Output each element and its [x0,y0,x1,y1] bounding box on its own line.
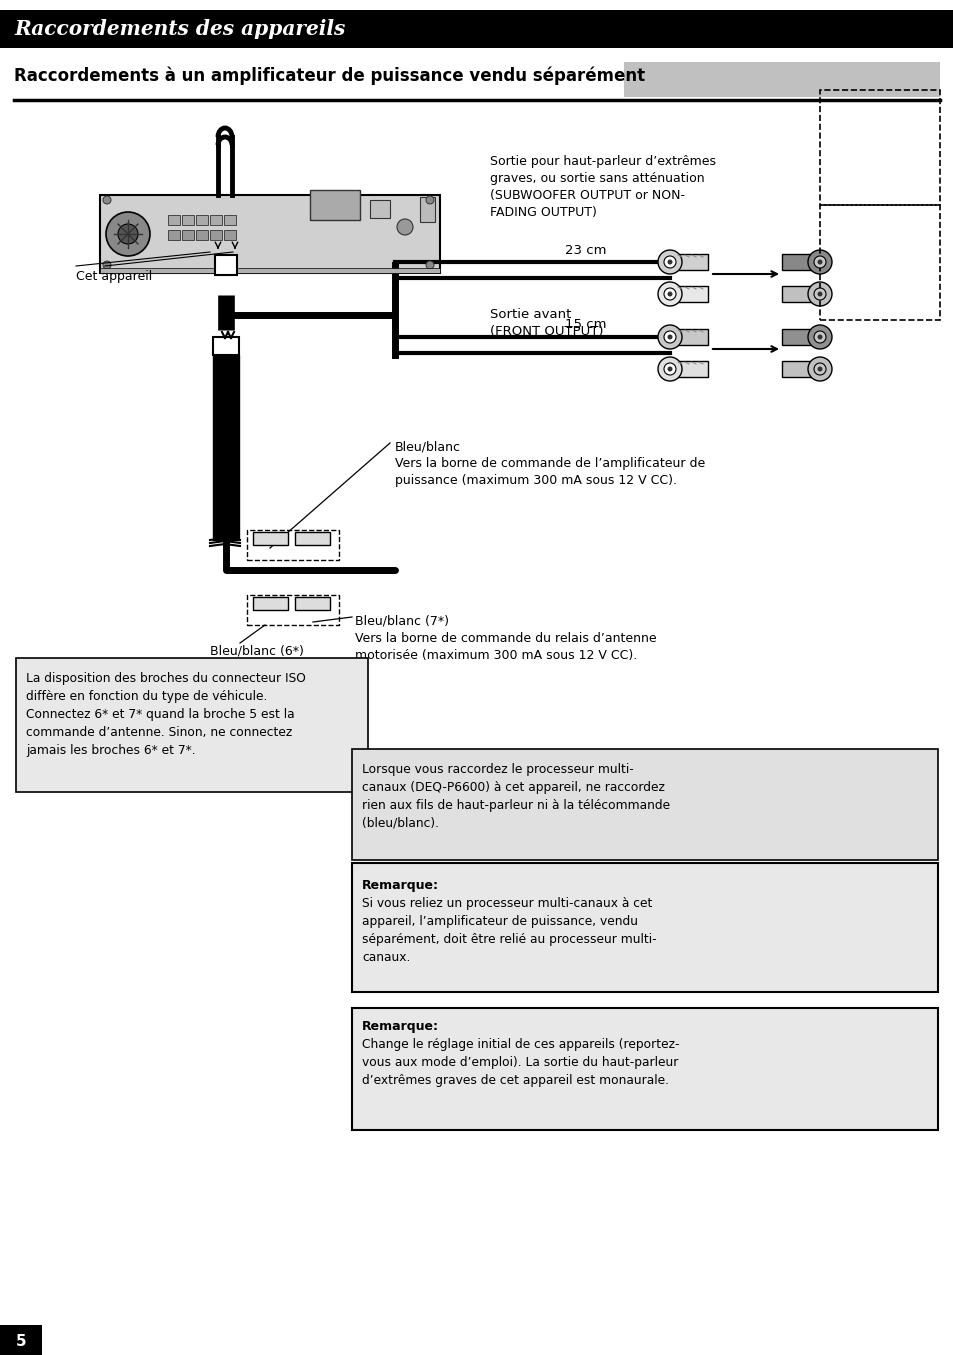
Circle shape [658,356,681,381]
Circle shape [817,260,821,264]
Bar [294,533,330,545]
Text: Cet appareil: Cet appareil [76,270,152,283]
Bar [820,89,939,205]
Text: Sortie avant
(FRONT OUTPUT): Sortie avant (FRONT OUTPUT) [490,308,603,337]
Text: 5: 5 [15,1333,27,1348]
Text: 15 cm: 15 cm [564,318,606,332]
Circle shape [663,289,676,299]
Circle shape [813,256,825,268]
Circle shape [103,262,111,270]
Bar [253,533,288,545]
Bar [195,230,208,240]
Bar [210,215,222,225]
Circle shape [103,196,111,205]
Bar [247,530,338,560]
Bar [247,595,338,625]
FancyBboxPatch shape [352,1008,937,1130]
Circle shape [817,291,821,297]
Bar [781,360,820,377]
Text: La disposition des broches du connecteur ISO
diffère en fonction du type de véhi: La disposition des broches du connecteur… [26,672,306,757]
Text: Bleu/blanc (7*)
Vers la borne de commande du relais d’antenne
motorisée (maximum: Bleu/blanc (7*) Vers la borne de command… [355,615,656,663]
Circle shape [807,356,831,381]
Circle shape [426,262,434,270]
Circle shape [658,251,681,274]
Bar [253,598,288,610]
Circle shape [667,335,672,340]
Bar [214,255,236,275]
Bar [294,598,330,610]
Circle shape [813,331,825,343]
Bar [168,215,180,225]
Text: Bleu/blanc
Vers la borne de commande de l’amplificateur de
puissance (maximum 30: Bleu/blanc Vers la borne de commande de … [395,440,704,486]
Text: Lorsque vous raccordez le processeur multi-
canaux (DEQ-P6600) à cet appareil, n: Lorsque vous raccordez le processeur mul… [361,763,669,831]
Bar [669,329,707,346]
Bar [669,286,707,302]
Bar [419,196,435,222]
Text: Change le réglage initial de ces appareils (reportez-
vous aux mode d’emploi). L: Change le réglage initial de ces apparei… [361,1038,679,1087]
Bar [0,1325,42,1355]
Bar [100,268,439,272]
Circle shape [667,291,672,297]
Bar [623,62,939,98]
Bar [224,215,235,225]
Text: 23 cm: 23 cm [564,244,606,256]
Circle shape [667,366,672,371]
Circle shape [807,251,831,274]
Bar [781,286,820,302]
Bar [182,230,193,240]
Bar [310,190,359,220]
Bar [195,215,208,225]
Bar [0,9,953,47]
Bar [182,215,193,225]
Circle shape [663,363,676,375]
Text: Raccordements à un amplificateur de puissance vendu séparément: Raccordements à un amplificateur de puis… [14,66,644,85]
Text: Remarque:: Remarque: [361,1020,438,1033]
Circle shape [663,331,676,343]
Bar [213,337,239,355]
Circle shape [663,256,676,268]
Bar [820,205,939,320]
Bar [669,360,707,377]
Bar [781,253,820,270]
Bar [781,329,820,346]
FancyBboxPatch shape [16,659,368,793]
Bar [213,355,239,541]
FancyBboxPatch shape [352,863,937,992]
Bar [168,230,180,240]
Circle shape [807,325,831,350]
Text: Bleu/blanc (6*): Bleu/blanc (6*) [210,645,304,659]
Bar [100,195,439,272]
Text: Remarque:: Remarque: [361,879,438,892]
Circle shape [658,325,681,350]
FancyBboxPatch shape [352,749,937,860]
Bar [669,253,707,270]
Bar [370,201,390,218]
Text: Si vous reliez un processeur multi-canaux à cet
appareil, l’amplificateur de pui: Si vous reliez un processeur multi-canau… [361,897,656,963]
Circle shape [817,335,821,340]
Bar [224,230,235,240]
Bar [210,230,222,240]
Circle shape [817,366,821,371]
Circle shape [807,282,831,306]
Text: Raccordements des appareils: Raccordements des appareils [14,19,345,39]
Circle shape [667,260,672,264]
Circle shape [396,220,413,234]
Text: Sortie pour haut-parleur d’extrêmes
graves, ou sortie sans atténuation
(SUBWOOFE: Sortie pour haut-parleur d’extrêmes grav… [490,154,716,220]
Circle shape [118,224,138,244]
Circle shape [813,363,825,375]
Circle shape [106,211,150,256]
Circle shape [813,289,825,299]
Circle shape [426,196,434,205]
Circle shape [658,282,681,306]
